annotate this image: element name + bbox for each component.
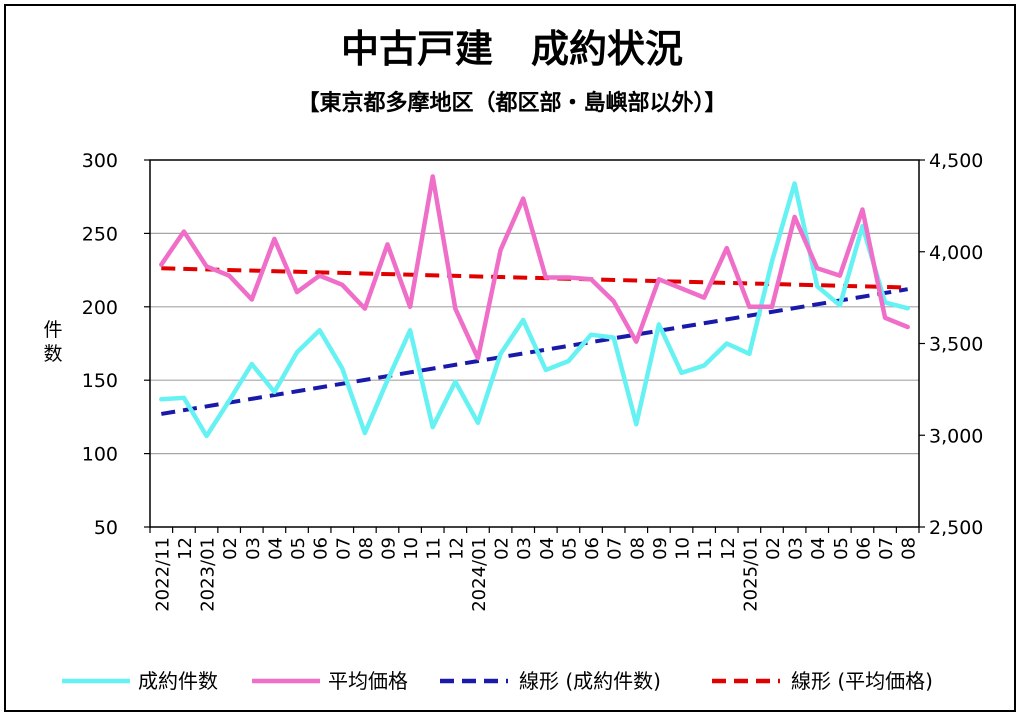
trendline <box>161 266 908 290</box>
left-tick-label: 50 <box>94 517 118 539</box>
right-tick-label: 3,500 <box>929 334 983 356</box>
x-tick-label: 02 <box>492 537 513 560</box>
x-tick-label: 03 <box>786 537 807 560</box>
legend-label: 線形 (平均価格) <box>791 669 933 693</box>
x-tick-label: 03 <box>514 537 535 560</box>
x-tick-label: 02 <box>763 537 784 560</box>
x-tick-label: 2023/01 <box>198 537 219 612</box>
right-tick-label: 3,000 <box>929 425 983 447</box>
x-tick-label: 05 <box>288 537 309 560</box>
x-tick-label: 08 <box>627 537 648 560</box>
right-tick-label: 2,500 <box>929 517 983 539</box>
x-tick-label: 2025/01 <box>740 537 761 612</box>
x-tick-label: 06 <box>853 537 874 560</box>
x-tick-label: 10 <box>673 537 694 560</box>
x-tick-label: 12 <box>175 537 196 560</box>
chart-title: 中古戸建 成約状況 <box>341 27 683 71</box>
x-tick-label: 09 <box>650 537 671 560</box>
left-axis-label-char: 数 <box>43 343 62 365</box>
x-tick-label: 06 <box>311 537 332 560</box>
x-tick-label: 08 <box>899 537 920 560</box>
x-tick-label: 05 <box>559 537 580 560</box>
x-tick-label: 2024/01 <box>469 537 490 612</box>
x-tick-label: 2022/11 <box>152 537 173 612</box>
right-tick-label: 4,000 <box>929 242 983 264</box>
x-tick-label: 07 <box>333 537 354 560</box>
x-tick-label: 07 <box>876 537 897 560</box>
x-tick-label: 11 <box>424 537 445 560</box>
legend: 成約件数 平均価格 線形 (成約件数) 線形 (平均価格) <box>62 669 933 693</box>
series-line <box>159 174 910 361</box>
legend-label: 線形 (成約件数) <box>519 669 661 693</box>
chart-frame <box>4 4 1016 712</box>
x-tick-label: 12 <box>718 537 739 560</box>
x-tick-label: 02 <box>220 537 241 560</box>
x-tick-label: 04 <box>808 537 829 560</box>
x-tick-label: 04 <box>265 537 286 560</box>
x-tick-label: 04 <box>537 537 558 560</box>
left-axis-label: 件数 <box>43 319 62 365</box>
x-tick-label: 10 <box>401 537 422 560</box>
left-tick-label: 100 <box>82 444 118 466</box>
x-tick-label: 06 <box>582 537 603 560</box>
x-tick-label: 09 <box>378 537 399 560</box>
x-tick-label: 07 <box>605 537 626 560</box>
trendline <box>160 287 909 416</box>
left-tick-label: 200 <box>82 297 118 319</box>
x-tick-label: 05 <box>831 537 852 560</box>
right-axis: 4,500 4,000 3,500 3,000 2,500 <box>919 150 983 539</box>
x-tick-label: 12 <box>446 537 467 560</box>
chart-subtitle: 【東京都多摩地区（都区部・島嶼部以外）】 <box>297 90 726 116</box>
left-axis: 300 250 200 150 100 50 <box>82 150 150 539</box>
left-tick-label: 250 <box>82 223 118 245</box>
left-tick-label: 300 <box>82 150 118 172</box>
series-layer <box>159 174 910 439</box>
x-tick-label: 03 <box>243 537 264 560</box>
series-line <box>159 181 910 439</box>
left-axis-label-char: 件 <box>43 319 62 341</box>
left-tick-label: 150 <box>82 370 118 392</box>
x-tick-label: 08 <box>356 537 377 560</box>
legend-label: 平均価格 <box>328 669 408 693</box>
x-axis: 2022/11 12 2023/01 02 03 04 05 06 07 08 09 10 11 12 20… <box>149 527 920 612</box>
right-tick-label: 4,500 <box>929 150 983 172</box>
legend-label: 成約件数 <box>138 669 218 693</box>
x-tick-label: 11 <box>695 537 716 560</box>
